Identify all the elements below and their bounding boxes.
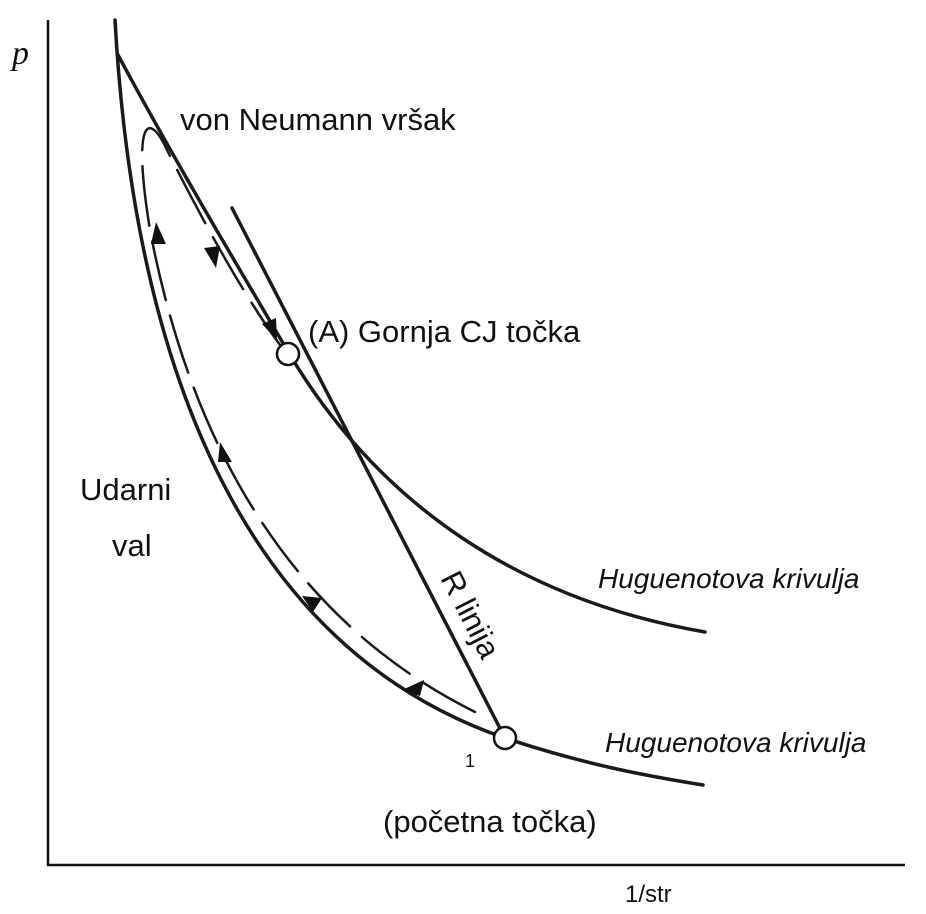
arrow xyxy=(204,246,220,268)
arrow xyxy=(302,596,322,612)
hugoniot-upper-curve xyxy=(116,53,707,634)
arrow xyxy=(262,318,277,340)
initial-point-label: (početna točka) xyxy=(383,804,597,839)
arrow xyxy=(402,680,424,696)
shock-wave-label: val xyxy=(112,528,152,563)
hugoniot-upper-label: Huguenotova krivulja xyxy=(598,563,860,594)
arrows xyxy=(151,222,424,696)
reaction-path xyxy=(140,126,477,714)
x-axis-label: 1/str xyxy=(625,881,672,908)
cj-point-label: (A) Gornja CJ točka xyxy=(308,314,581,349)
initial-point-marker xyxy=(492,725,518,751)
y-axis-label: p xyxy=(10,35,29,72)
shock-wave-label: Udarni xyxy=(80,472,171,507)
arrow xyxy=(218,442,232,462)
cj-point-marker xyxy=(275,341,301,367)
rayleigh-label: R linija xyxy=(434,565,508,664)
von-neumann-label: von Neumann vršak xyxy=(180,102,456,137)
rayleigh-line xyxy=(230,206,507,740)
hugoniot-lower-curve xyxy=(113,18,705,787)
point-number: 1 xyxy=(465,751,475,771)
hugoniot-lower-label: Huguenotova krivulja xyxy=(605,727,867,758)
arrow xyxy=(151,222,166,244)
